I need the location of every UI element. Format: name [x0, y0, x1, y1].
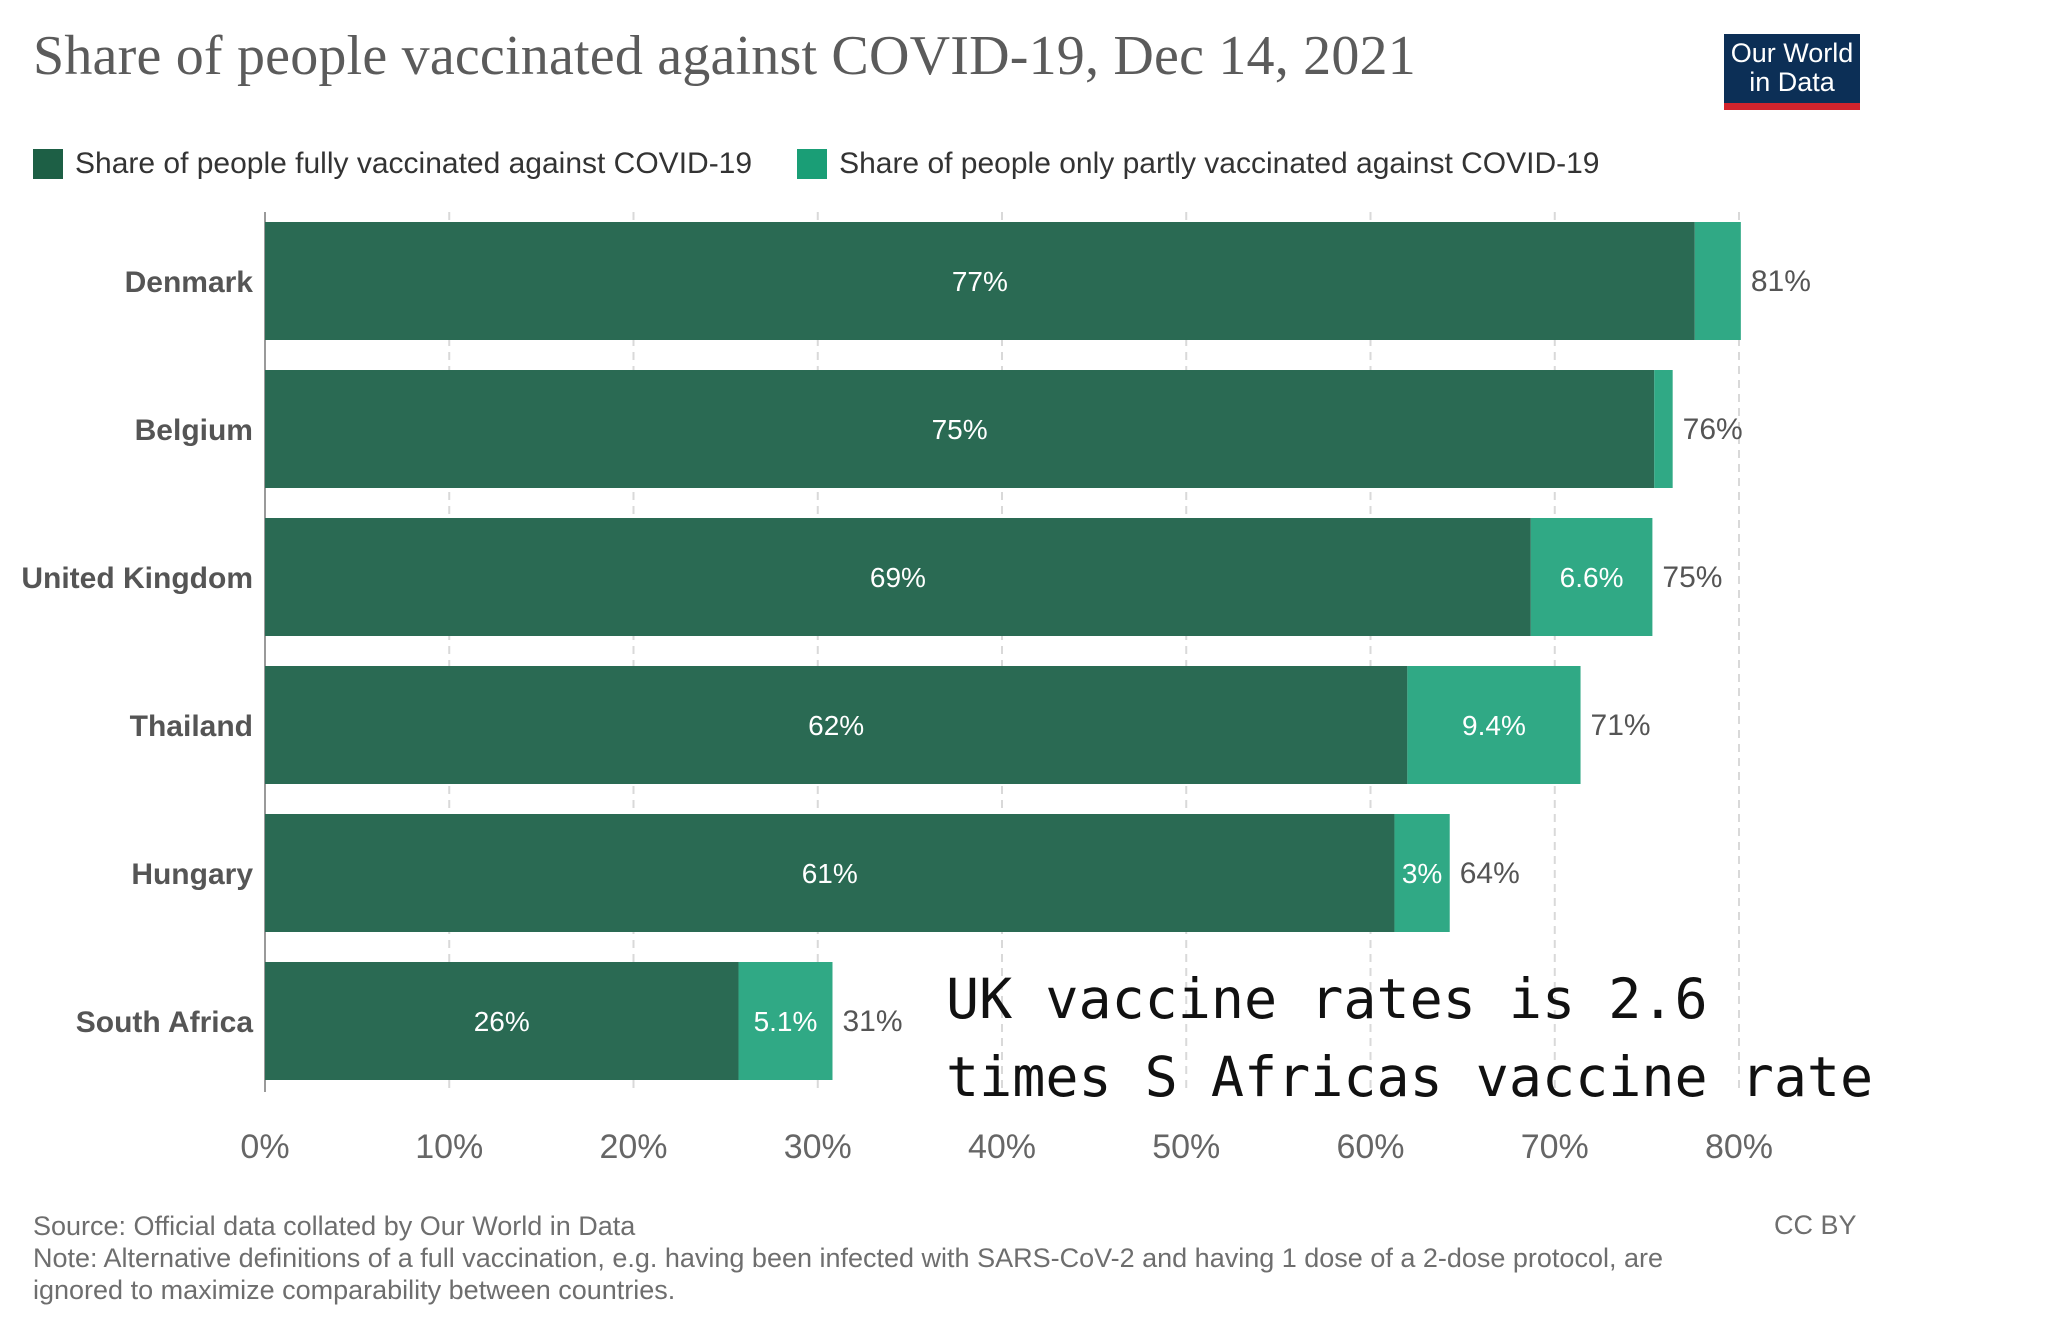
- x-tick-label-20: 20%: [599, 1128, 667, 1166]
- category-label-4: Hungary: [131, 858, 253, 891]
- total-label-2: 75%: [1662, 561, 1722, 594]
- data-label-partly-5: 5.1%: [754, 1006, 818, 1037]
- data-label-fully-0: 77%: [952, 266, 1008, 297]
- data-label-fully-1: 75%: [932, 414, 988, 445]
- bar-partly-5: [738, 962, 833, 1080]
- bar-partly-3: [1407, 666, 1581, 784]
- bar-fully-5: [265, 962, 739, 1080]
- owid-logo: Our World in Data: [1724, 34, 1860, 110]
- license-label: CC BY: [1774, 1210, 1857, 1240]
- bar-fully-3: [265, 666, 1408, 784]
- source-note: Source: Official data collated by Our Wo…: [33, 1211, 636, 1241]
- legend-item-partly: Share of people only partly vaccinated a…: [797, 147, 1600, 181]
- legend-swatch-fully: [33, 149, 63, 179]
- total-label-5: 31%: [842, 1005, 902, 1038]
- data-label-partly-2: 6.6%: [1560, 562, 1624, 593]
- data-label-partly-3: 9.4%: [1462, 710, 1526, 741]
- logo-line-1: Our World: [1730, 38, 1854, 68]
- bar-fully-4: [265, 814, 1395, 932]
- category-label-5: South Africa: [76, 1006, 254, 1039]
- chart-footer: Source: Official data collated by Our Wo…: [33, 1210, 1663, 1306]
- bar-partly-4: [1394, 814, 1450, 932]
- legend-label-partly: Share of people only partly vaccinated a…: [839, 147, 1600, 180]
- legend-swatch-partly: [797, 149, 828, 179]
- bar-fully-0: [265, 222, 1695, 340]
- total-label-4: 64%: [1460, 857, 1520, 890]
- bar-partly-0: [1694, 222, 1741, 340]
- category-label-0: Denmark: [125, 266, 254, 299]
- x-tick-label-30: 30%: [784, 1128, 852, 1166]
- category-label-2: United Kingdom: [21, 562, 253, 595]
- bar-fully-2: [265, 518, 1531, 636]
- bar-partly-1: [1654, 370, 1673, 488]
- data-label-fully-2: 69%: [870, 562, 926, 593]
- data-label-fully-3: 62%: [808, 710, 864, 741]
- bar-partly-2: [1530, 518, 1653, 636]
- x-tick-label-0: 0%: [240, 1128, 289, 1166]
- x-tick-label-60: 60%: [1336, 1128, 1404, 1166]
- x-tick-label-70: 70%: [1521, 1128, 1589, 1166]
- data-label-fully-5: 26%: [474, 1006, 530, 1037]
- bar-fully-1: [265, 370, 1655, 488]
- x-tick-label-40: 40%: [968, 1128, 1036, 1166]
- total-label-0: 81%: [1751, 265, 1811, 298]
- legend-item-fully: Share of people fully vaccinated against…: [33, 147, 752, 181]
- x-tick-label-50: 50%: [1152, 1128, 1220, 1166]
- logo-line-2: in Data: [1749, 67, 1835, 97]
- total-label-3: 71%: [1591, 709, 1651, 742]
- category-label-1: Belgium: [135, 414, 253, 447]
- x-tick-label-80: 80%: [1705, 1128, 1773, 1166]
- methodology-note-line-2: ignored to maximize comparability betwee…: [33, 1275, 676, 1305]
- data-label-partly-4: 3%: [1402, 858, 1442, 889]
- total-label-1: 76%: [1683, 413, 1743, 446]
- chart-annotation: UK vaccine rates is 2.6 times S Africas …: [946, 967, 1874, 1109]
- category-label-3: Thailand: [130, 710, 253, 743]
- data-label-fully-4: 61%: [802, 858, 858, 889]
- chart-title: Share of people vaccinated against COVID…: [33, 25, 1416, 87]
- x-tick-label-10: 10%: [415, 1128, 483, 1166]
- chart-legend: Share of people fully vaccinated against…: [33, 147, 1645, 181]
- methodology-note-line-1: Note: Alternative definitions of a full …: [33, 1243, 1663, 1273]
- legend-label-fully: Share of people fully vaccinated against…: [75, 147, 753, 180]
